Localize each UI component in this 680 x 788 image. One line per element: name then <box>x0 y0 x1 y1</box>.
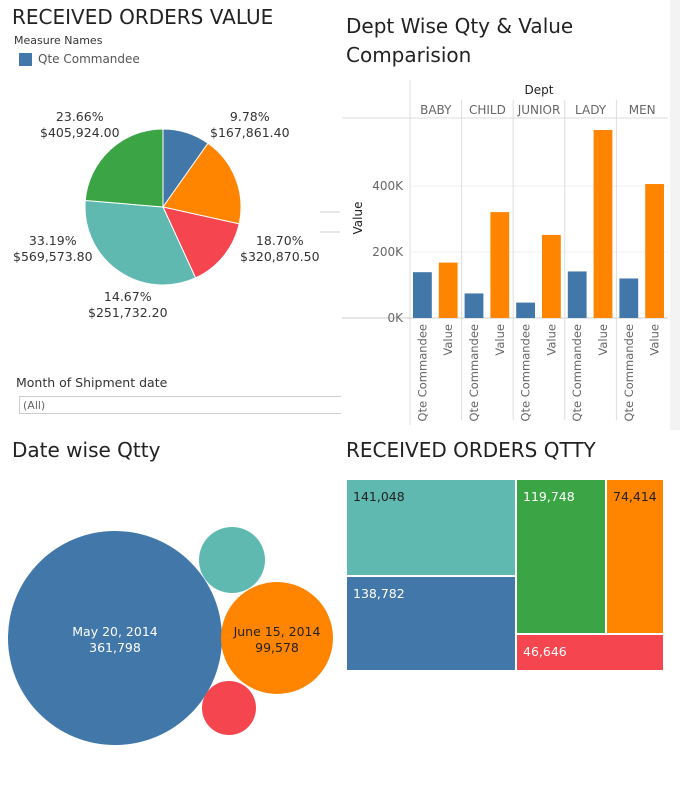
legend-swatch <box>19 53 32 66</box>
bar <box>593 130 613 318</box>
measure-label: Value <box>544 324 558 356</box>
dept-label: BABY <box>420 103 452 117</box>
pie-percent: 23.66% <box>55 109 104 124</box>
pie-label-junior: 14.67% $251,732.20 <box>88 289 168 321</box>
legend-item: Qte Commandee <box>38 52 140 66</box>
month-filter-dropdown[interactable]: (All) <box>19 396 341 414</box>
bubble-title: Date wise Qtty <box>12 438 161 462</box>
bar <box>542 234 561 318</box>
pie-slice <box>162 206 240 279</box>
pie-slice <box>84 199 197 286</box>
treemap-cell-label: 141,048 <box>353 489 405 504</box>
measure-label: Value <box>441 324 455 356</box>
treemap-cell-label: 119,748 <box>523 489 575 504</box>
scrollbar-track[interactable] <box>670 0 680 430</box>
y-tick-label: 400K <box>372 179 404 193</box>
pie-label-child: 18.70% $320,870.50 <box>240 233 320 265</box>
measure-label: Qte Commandee <box>415 324 429 422</box>
pie-value: $405,924.00 <box>40 125 120 140</box>
bubble <box>221 582 333 694</box>
dept-label: LADY <box>575 103 607 117</box>
pie-percent: 9.78% <box>229 109 270 124</box>
measure-label: Qte Commandee <box>570 324 584 422</box>
measure-label: Qte Commandee <box>519 324 533 422</box>
dept-label: MEN <box>629 103 656 117</box>
pie-value: $167,861.40 <box>210 125 290 140</box>
treemap-cell: 74,414 <box>607 480 663 633</box>
bubble <box>202 681 256 735</box>
measure-label: Value <box>596 324 610 356</box>
pie-value: $569,573.80 <box>13 249 93 264</box>
treemap-cell-label: 138,782 <box>353 586 405 601</box>
treemap-cell: 141,048 <box>347 480 515 575</box>
treemap-cell-label: 74,414 <box>613 489 657 504</box>
bar <box>645 184 664 318</box>
bubble-label-may: May 20, 2014 361,798 <box>72 624 157 656</box>
bar <box>438 262 458 318</box>
treemap-cell: 119,748 <box>517 480 605 633</box>
measure-label: Qte Commandee <box>467 324 481 422</box>
pie-title: RECEIVED ORDERS VALUE <box>12 5 274 29</box>
pie-value: $251,732.20 <box>88 305 168 320</box>
bubble <box>199 527 265 593</box>
bar-title: Dept Wise Qty & Value Comparision <box>346 14 574 67</box>
bar <box>413 272 432 318</box>
pie-percent: 33.19% <box>28 233 77 248</box>
bubble-label-june: June 15, 2014 99,578 <box>234 624 321 656</box>
pie-label-men: 23.66% $405,924.00 <box>40 109 120 141</box>
y-tick-label: 200K <box>372 245 404 259</box>
treemap-cell-label: 46,646 <box>523 644 567 659</box>
treemap-cell: 46,646 <box>517 635 663 670</box>
pie-slice <box>84 128 164 208</box>
bar <box>464 293 484 318</box>
treemap-cell: 138,782 <box>347 577 515 670</box>
y-axis-label: Value <box>351 202 365 235</box>
pie-label-baby: 9.78% $167,861.40 <box>210 109 290 141</box>
pie-percent: 14.67% <box>103 289 152 304</box>
bar <box>516 302 535 318</box>
pie-label-lady: 33.19% $569,573.80 <box>13 233 93 265</box>
bubble <box>8 531 222 745</box>
dept-label: CHILD <box>469 103 506 117</box>
bubble-value: 361,798 <box>89 640 141 655</box>
measure-label: Value <box>493 324 507 356</box>
legend-title: Measure Names <box>14 34 103 47</box>
measure-label: Value <box>648 324 662 356</box>
bar <box>567 271 587 318</box>
pie-slice <box>162 142 242 225</box>
bubble-value: 99,578 <box>255 640 299 655</box>
column-header: Dept <box>525 83 554 97</box>
bubble-date: June 15, 2014 <box>233 624 321 639</box>
dept-label: JUNIOR <box>517 103 561 117</box>
bar <box>619 278 639 318</box>
filter-label: Month of Shipment date <box>16 375 168 390</box>
measure-label: Qte Commandee <box>622 324 636 422</box>
y-tick-label: 0K <box>387 311 404 325</box>
pie-percent: 18.70% <box>255 233 304 248</box>
bubble-date: May 20, 2014 <box>72 624 158 639</box>
bar <box>490 212 510 318</box>
pie-value: $320,870.50 <box>240 249 320 264</box>
treemap-title: RECEIVED ORDERS QTTY <box>346 438 596 462</box>
